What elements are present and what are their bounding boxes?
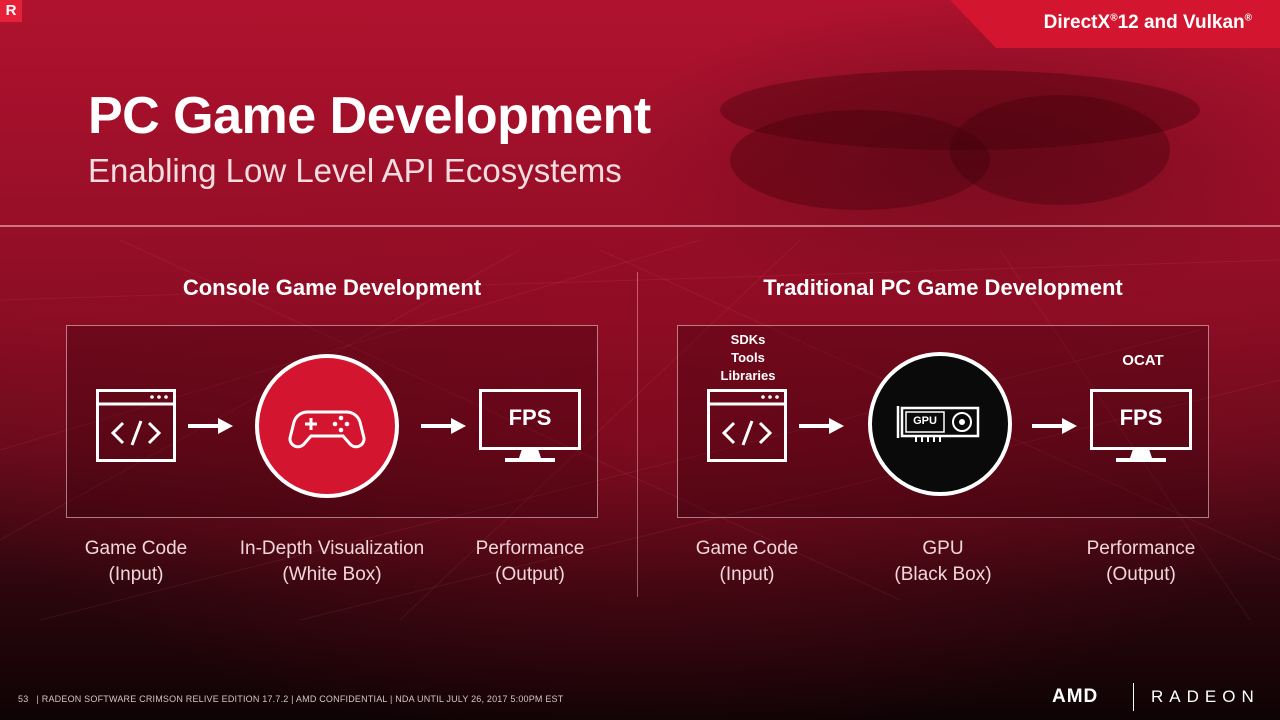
console-heading: Console Game Development (182, 275, 482, 300)
monitor-fps-icon: FPS (479, 389, 581, 464)
step-label: Performance (Output) (475, 538, 585, 585)
radeon-logo: RADEON (1151, 687, 1260, 706)
monitor-fps-icon: FPS (1090, 389, 1192, 464)
ocat-label: OCAT (1122, 352, 1164, 369)
gpu-chip-label: GPU (913, 415, 937, 427)
fps-label: FPS (508, 405, 552, 430)
code-window-icon (707, 389, 787, 462)
step-label: GPU (Black Box) (894, 538, 992, 585)
vertical-divider (637, 272, 638, 597)
page-number: 53 (18, 694, 29, 704)
page-subtitle: Enabling Low Level API Ecosystems (88, 152, 622, 189)
step-label: Performance (Output) (1086, 538, 1196, 585)
radeon-corner-logo: R (0, 0, 22, 22)
pc-heading: Traditional PC Game Development (763, 275, 1123, 300)
brand-separator (1133, 683, 1134, 711)
horizontal-divider (0, 225, 1280, 227)
step-label: Game Code (Input) (695, 538, 799, 585)
step-label: Game Code (Input) (84, 538, 188, 585)
gamepad-icon (255, 354, 399, 498)
arrow-right-icon (421, 418, 466, 434)
fps-label: FPS (1119, 405, 1163, 430)
api-banner (950, 0, 1280, 48)
code-window-icon (96, 389, 176, 462)
page-title: PC Game Development (88, 87, 651, 145)
arrow-right-icon (799, 418, 844, 434)
sdk-tools-label: SDKs Tools Libraries (720, 332, 776, 383)
api-banner-text: DirectX®12 and Vulkan® (1043, 12, 1252, 33)
gpu-card-icon: GPU (868, 352, 1012, 496)
arrow-right-icon (1032, 418, 1077, 434)
footer-text: 53 | RADEON SOFTWARE CRIMSON RELIVE EDIT… (18, 694, 563, 704)
step-label: In-Depth Visualization (White Box) (239, 538, 425, 585)
arrow-right-icon (188, 418, 233, 434)
amd-logo: AMD (1052, 686, 1099, 707)
footer-confidential: | RADEON SOFTWARE CRIMSON RELIVE EDITION… (36, 694, 564, 704)
